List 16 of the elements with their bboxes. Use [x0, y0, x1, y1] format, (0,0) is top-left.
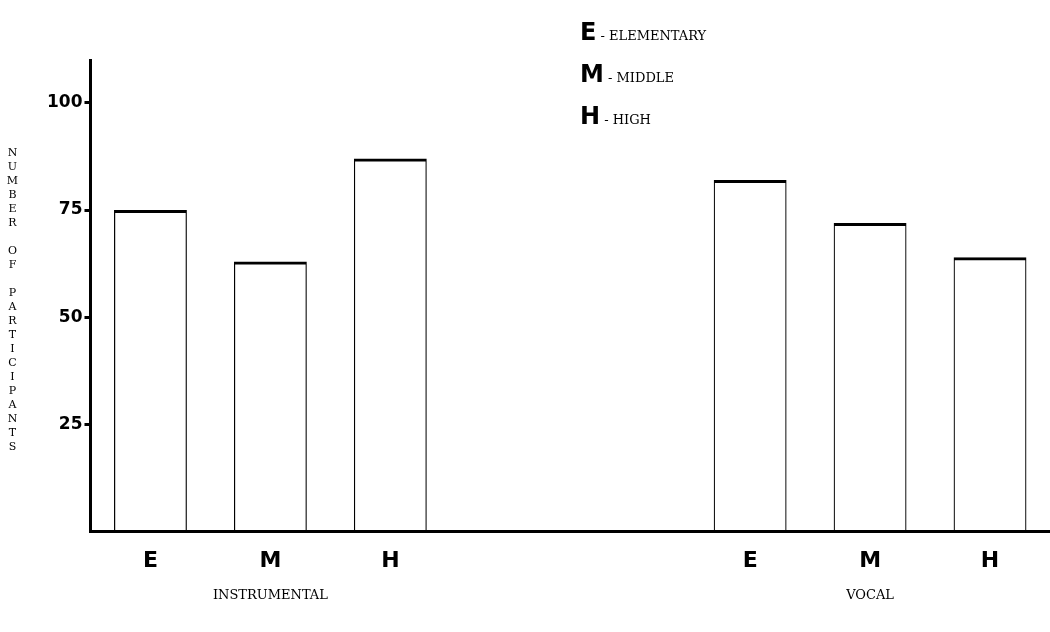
x-tick-label: H	[980, 546, 1000, 572]
x-tick-label: E	[142, 546, 158, 572]
text: E - ELEMENTARY	[580, 18, 707, 46]
x-tick-label: M	[859, 546, 882, 572]
text: VOCAL	[845, 587, 895, 603]
y-tick-label: 50	[58, 305, 83, 326]
x-tick-label: H	[381, 546, 400, 572]
y-tick-label: 75	[58, 198, 83, 219]
annotation: H - HIGH	[580, 102, 652, 130]
y-axis-title: NUMBER OF PARTICIPANTS	[6, 145, 19, 456]
x-tick-label: E	[742, 546, 758, 572]
y-tick-label: 25	[58, 412, 83, 433]
annotation: M - MIDDLE	[580, 60, 675, 88]
x-tick-label: M	[259, 546, 282, 572]
text: INSTRUMENTAL	[212, 587, 329, 603]
y-tick-label: 100	[46, 91, 83, 112]
